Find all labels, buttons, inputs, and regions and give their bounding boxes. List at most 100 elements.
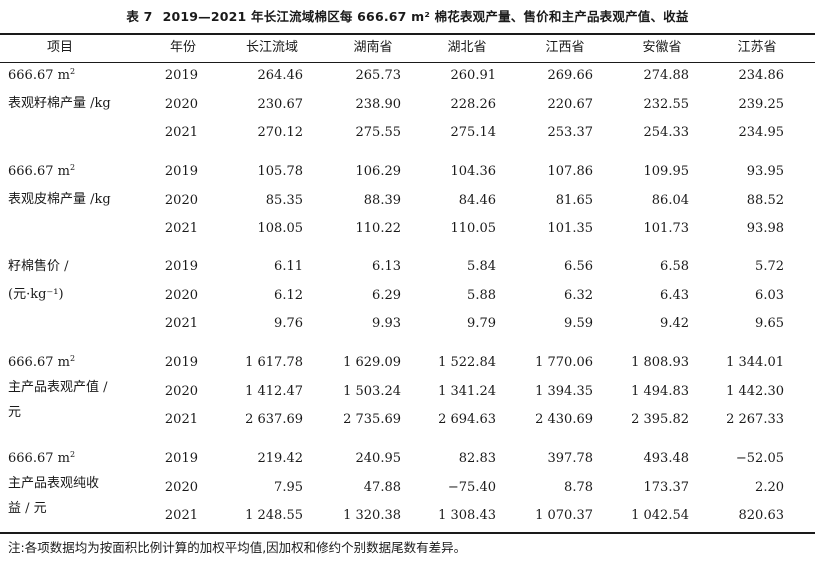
value-cell: 274.88 [643,68,690,83]
year-cell: 2020 [164,287,198,303]
value-cell: 81.65 [555,192,593,208]
value-cell: 1 042.54 [631,508,689,523]
value-cell: 234.95 [738,125,785,140]
column-header: 湖南省 [353,40,393,55]
year-cell: 2019 [164,164,198,179]
value-cell: 2 267.33 [726,412,784,427]
table-note: 注:各项数据均为按面积比例计算的加权平均值,因加权和修约个别数据尾数有差异。 [8,540,467,555]
value-cell: 2 637.69 [245,412,303,427]
value-cell: 101.73 [643,221,690,236]
value-cell: 9.79 [467,316,496,331]
value-cell: 105.78 [257,164,304,179]
value-cell: 232.55 [643,96,690,112]
row-group-label: 666.67 m2 [8,354,76,371]
value-cell: 109.95 [643,164,690,179]
value-cell: 6.32 [564,287,593,303]
column-header: 湖北省 [447,40,487,55]
column-header: 江苏省 [737,40,777,55]
value-cell: 173.37 [643,479,690,495]
row-group-label: 籽棉售价 / [8,259,69,274]
value-cell: 820.63 [738,508,785,523]
row-group-label: 主产品表观纯收 [8,476,100,491]
value-cell: 84.46 [458,192,496,208]
value-cell: 264.46 [257,68,304,83]
value-cell: 106.29 [355,164,402,179]
value-cell: 1 770.06 [535,355,593,370]
value-cell: 1 494.83 [631,383,689,399]
value-cell: 5.84 [467,259,496,274]
value-cell: 238.90 [355,96,402,112]
value-cell: 1 629.09 [343,355,401,370]
value-cell: 5.88 [467,287,496,303]
row-group-label: 主产品表观产值 / [8,380,108,395]
value-cell: 2 735.69 [343,412,401,427]
value-cell: 6.56 [564,259,593,274]
row-group-label: 元 [8,405,22,420]
header-rule [0,62,815,63]
year-cell: 2021 [164,125,198,140]
value-cell: 9.59 [564,316,593,331]
value-cell: 1 320.38 [343,508,401,523]
row-group-label: 益 / 元 [8,501,47,516]
value-cell: 2 395.82 [631,412,689,427]
value-cell: 260.91 [450,68,497,83]
column-header: 安徽省 [642,40,682,55]
row-group-label: (元·kg⁻¹) [8,287,64,302]
table-number: 表 7 [126,9,153,24]
column-header: 项目 [46,40,73,55]
column-header: 年份 [169,40,196,55]
year-cell: 2019 [164,68,198,83]
value-cell: 269.66 [547,68,594,83]
year-cell: 2019 [164,451,198,466]
year-cell: 2020 [164,192,198,208]
table-caption: 表 7 2019—2021 年长江流域棉区每 666.67 m² 棉花表观产量、售… [0,6,815,25]
value-cell: 8.78 [564,479,593,495]
value-cell: 5.72 [755,259,784,274]
value-cell: 88.39 [363,192,401,208]
value-cell: 1 442.30 [726,383,784,399]
value-cell: 1 394.35 [535,383,593,399]
value-cell: 9.65 [755,316,784,331]
value-cell: 104.36 [450,164,497,179]
value-cell: 6.12 [274,287,303,303]
value-cell: 240.95 [355,451,402,466]
value-cell: 254.33 [643,125,690,140]
value-cell: 397.78 [547,451,594,466]
value-cell: 6.13 [372,259,401,274]
column-header: 江西省 [545,40,585,55]
value-cell: 2 430.69 [535,412,593,427]
value-cell: 230.67 [257,96,304,112]
value-cell: 110.22 [355,221,402,236]
year-cell: 2020 [164,383,198,399]
value-cell: 6.58 [660,259,689,274]
value-cell: 220.67 [547,96,594,112]
value-cell: 1 308.43 [438,508,496,523]
row-group-label: 666.67 m2 [8,67,76,84]
value-cell: 493.48 [643,451,690,466]
value-cell: 1 344.01 [726,355,784,370]
year-cell: 2021 [164,508,198,523]
value-cell: 270.12 [257,125,304,140]
value-cell: 101.35 [547,221,594,236]
year-cell: 2020 [164,479,198,495]
value-cell: 88.52 [746,192,784,208]
value-cell: 110.05 [450,221,497,236]
row-group-label: 表观皮棉产量 /kg [8,192,111,207]
value-cell: 1 248.55 [245,508,303,523]
value-cell: 2.20 [755,479,784,495]
year-cell: 2019 [164,355,198,370]
value-cell: 275.14 [450,125,497,140]
bottom-rule [0,532,815,534]
value-cell: 228.26 [450,96,497,112]
value-cell: 1 808.93 [631,355,689,370]
value-cell: 93.95 [746,164,784,179]
value-cell: 1 522.84 [438,355,496,370]
value-cell: 108.05 [257,221,304,236]
value-cell: 6.29 [372,287,401,303]
column-header: 长江流域 [245,40,298,55]
year-cell: 2019 [164,259,198,274]
value-cell: 9.42 [660,316,689,331]
top-rule [0,33,815,35]
year-cell: 2021 [164,316,198,331]
value-cell: 219.42 [257,451,304,466]
